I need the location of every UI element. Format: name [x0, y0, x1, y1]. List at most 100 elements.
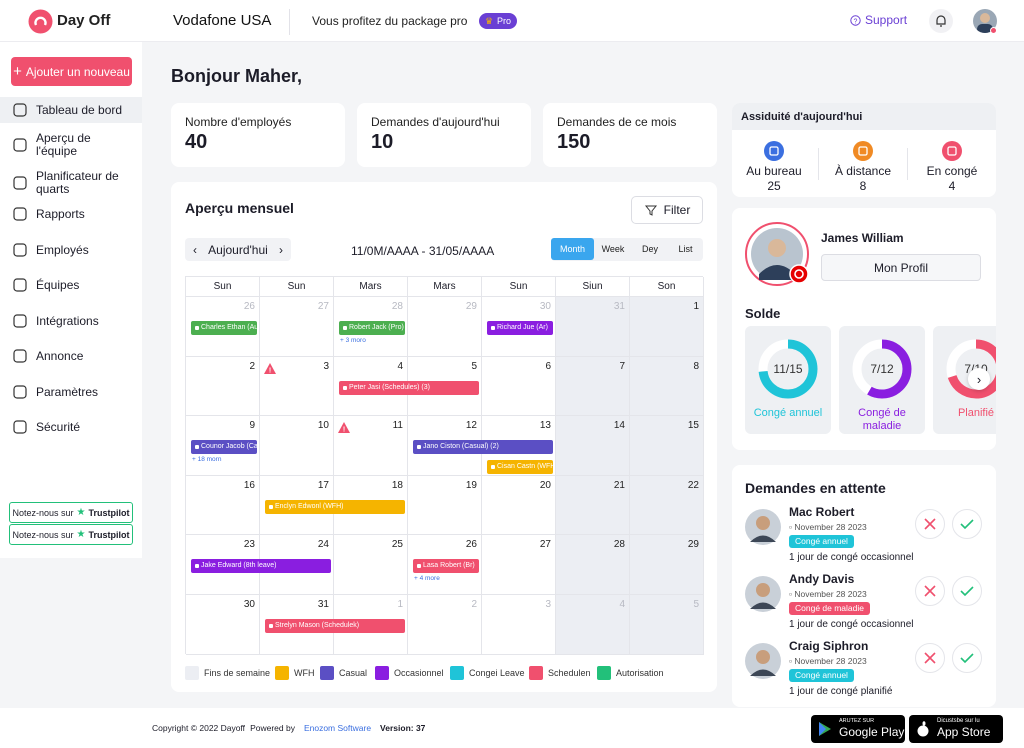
nav-item[interactable]: Rapports [0, 200, 142, 228]
day-number: 4 [397, 360, 403, 372]
more-link[interactable]: + 18 morn [192, 456, 222, 464]
calendar-event[interactable]: Lasa Robert (Br) [413, 559, 479, 574]
profile-avatar-ring [745, 222, 809, 286]
nav-item[interactable]: Aperçu de l'équipe [0, 131, 142, 159]
more-link[interactable]: + 3 moro [340, 337, 366, 344]
sidebar: + Ajouter un nouveau Tableau de bord Aperç… [0, 42, 142, 558]
profile-avatar [751, 228, 803, 280]
view-tab[interactable]: List [678, 244, 693, 254]
nav-icon-shape [13, 385, 27, 399]
pending-description: 1 jour de congé occasionnel [789, 552, 914, 563]
vodafone-badge [789, 264, 809, 284]
reject-button[interactable] [915, 576, 945, 606]
trustpilot-badge[interactable]: Notez-nous sur ★ Trustpilot [9, 524, 133, 545]
reject-button[interactable] [915, 643, 945, 673]
powered-company[interactable]: Enozom Software [303, 723, 372, 733]
profile-button[interactable]: Mon Profil [821, 254, 981, 281]
day-number: 1 [397, 599, 403, 610]
day-number: 31 [613, 301, 625, 312]
google-play-badge[interactable]: ARUTEZ SUR Google Play [811, 715, 905, 743]
nav-item[interactable]: Sécurité [0, 413, 142, 441]
legend-swatch [375, 666, 389, 680]
calendar-event[interactable]: Charles Ethan (Autorisation) [191, 321, 257, 335]
nav-label[interactable]: Paramètres [36, 384, 99, 399]
weekday-header: Mars [408, 277, 482, 297]
view-tab[interactable]: Month [551, 238, 594, 260]
app-store-badge[interactable]: Dicustsbe sur lu App Store [909, 715, 1003, 743]
notification-button[interactable] [929, 9, 953, 33]
nav-label[interactable]: Employés [36, 242, 89, 257]
legend-item: Schedulen [529, 666, 591, 680]
avatar-image [977, 13, 993, 33]
calendar-event[interactable]: Jake Edward (8th leave) [191, 559, 331, 574]
calendar-icon: ▫ [789, 656, 795, 666]
nav-label[interactable]: Sécurité [36, 419, 81, 434]
day-cell: 6 [482, 356, 556, 417]
nav-icon-shape [13, 138, 27, 152]
calendar-event[interactable]: Counor Jacob (Casual) [191, 440, 257, 455]
pending-description: 1 jour de congé planifié [789, 686, 893, 697]
nav-item[interactable]: Paramètres [0, 378, 142, 406]
nav-item[interactable]: Planificateur de quarts [0, 165, 142, 201]
nav-label[interactable]: Tableau de bord [36, 102, 123, 117]
nav-item[interactable]: Employés [0, 236, 142, 264]
nav-icon [13, 103, 27, 117]
view-tab[interactable]: Dey [641, 244, 658, 254]
nav-label[interactable]: Planificateur de quarts [36, 169, 119, 196]
legend-label: Occasionnel [394, 668, 444, 678]
nav-item[interactable]: Équipes [0, 271, 142, 299]
stat-value: 150 [557, 131, 591, 153]
add-button-label[interactable]: Ajouter un nouveau [25, 64, 130, 79]
nav-label[interactable]: Équipes [36, 277, 80, 292]
support-label[interactable]: Support [865, 13, 908, 27]
filter-button[interactable]: Filter [631, 196, 703, 224]
pending-name: Andy Davis [789, 572, 855, 586]
calendar-event[interactable]: Richard Jue (Ar) [487, 321, 553, 335]
filter-label[interactable]: Filter [663, 203, 691, 217]
more-link[interactable]: + 4 more [414, 575, 440, 583]
reject-button[interactable] [915, 509, 945, 539]
legend-item: Fins de semaine [185, 666, 270, 680]
attendance-glyph [858, 146, 868, 156]
calendar-event[interactable]: Strelyn Mason (Schedulek) [265, 619, 405, 633]
view-tab[interactable]: Week [601, 244, 625, 254]
calendar-icon: ▫ [789, 522, 795, 532]
next-button[interactable]: › [278, 242, 283, 257]
apple-icon [917, 721, 929, 737]
crown-icon: ♛ [485, 16, 494, 26]
calendar-event[interactable]: Robert Jack (Pro) [339, 321, 405, 335]
accept-button[interactable] [952, 576, 982, 606]
calendar-event[interactable]: Cisan Castn (WFH) [487, 460, 553, 475]
accept-button[interactable] [952, 643, 982, 673]
calendar-event[interactable]: Peter Jasi (Schedules) (3) [339, 380, 479, 395]
trustpilot-badge[interactable]: Notez-nous sur ★ Trustpilot [9, 502, 133, 523]
add-button[interactable]: + Ajouter un nouveau [11, 57, 132, 86]
day-number: 11 [392, 420, 403, 432]
calendar-event[interactable]: Enclyn Edwonl (WFH) [265, 499, 405, 514]
day-number: 22 [687, 479, 699, 491]
support-link[interactable]: ? Support [850, 13, 907, 27]
attendance-label: En congé [926, 164, 978, 178]
day-cell: 2 [408, 595, 482, 655]
copyright: Copyright © 2022 Dayoff [152, 723, 246, 733]
nav-item[interactable]: Intégrations [0, 307, 142, 335]
legend-swatch [275, 666, 289, 680]
nav-label[interactable]: Rapports [36, 206, 85, 221]
trustpilot-star: ★ [76, 507, 86, 518]
balance-next-button[interactable]: › [968, 368, 990, 390]
accept-button[interactable] [952, 509, 982, 539]
nav-label[interactable]: Annonce [36, 348, 84, 363]
day-number: 26 [243, 301, 255, 312]
nav-item[interactable]: Tableau de bord [0, 97, 142, 123]
nav-label[interactable]: Intégrations [36, 313, 99, 328]
today-button[interactable]: Aujourd'hui [208, 242, 268, 257]
legend-swatch [320, 666, 334, 680]
prev-button[interactable]: ‹ [193, 242, 197, 257]
pending-date-text: November 28 2023 [794, 656, 867, 666]
day-cell: 8 [630, 356, 704, 417]
pending-date: ▫ November 28 2023 [789, 522, 867, 532]
calendar-event[interactable]: Jano Ciston (Casual) (2) [413, 440, 553, 455]
nav-label[interactable]: Aperçu de l'équipe [36, 131, 91, 158]
pending-type: Congé annuel [789, 669, 854, 682]
nav-item[interactable]: Annonce [0, 342, 142, 370]
